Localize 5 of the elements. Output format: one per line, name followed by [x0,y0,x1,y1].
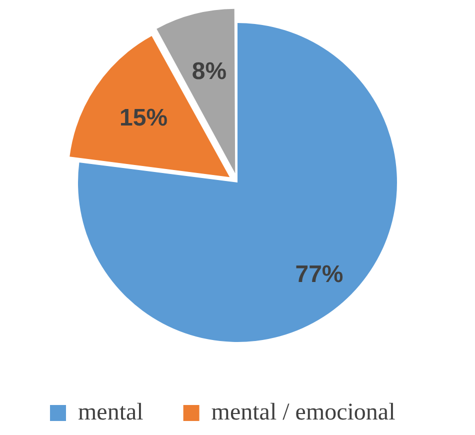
data-label: 15% [120,104,168,132]
data-label: 8% [192,58,227,86]
legend-label: mental / emocional [211,399,396,426]
data-label: 77% [295,260,344,288]
legend-label: mental [78,399,144,426]
